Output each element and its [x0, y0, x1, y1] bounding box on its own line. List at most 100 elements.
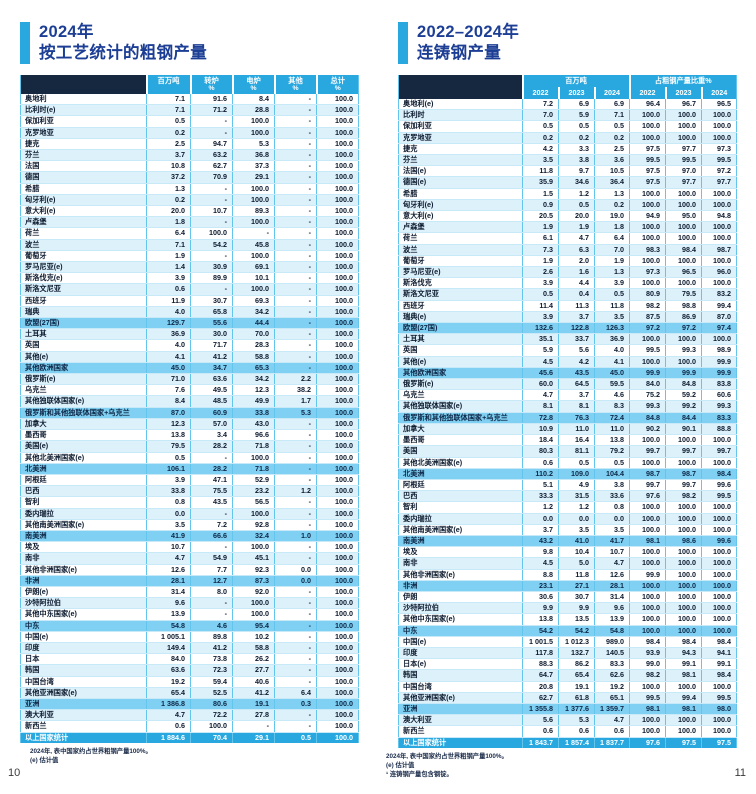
- cell-value: 100.0: [665, 277, 702, 290]
- cell-value: 100.0: [232, 452, 275, 464]
- cell-value: 63.6: [146, 664, 191, 677]
- section-title-block: 2022–2024年 连铸钢产量: [398, 22, 736, 64]
- cell-value: 98.8: [665, 300, 702, 312]
- cell-value: 106.1: [146, 463, 191, 475]
- cell-value: 100.0: [629, 132, 666, 144]
- cell-value: -: [274, 183, 317, 195]
- cell-value: 2.2: [274, 373, 317, 386]
- cell-value: -: [274, 227, 317, 240]
- cell-value: 100.0: [701, 277, 737, 290]
- table-row: 英国 4.0 71.7 28.3-100.0: [20, 339, 359, 352]
- cell-value: -: [274, 160, 317, 173]
- row-label: 阿根廷: [398, 479, 523, 492]
- cell-value: 3.5: [594, 524, 630, 536]
- table-row: 中国台湾 20.8 19.1 19.2 100.0 100.0 100.0: [398, 681, 737, 693]
- cell-value: 4.7: [522, 389, 559, 402]
- row-label: 英国: [398, 344, 523, 357]
- cell-value: 100.0: [316, 418, 359, 431]
- row-label: 克罗地亚: [398, 132, 523, 144]
- cell-value: 100.0: [701, 546, 737, 559]
- cell-value: 52.5: [190, 687, 233, 699]
- cell-value: 10.7: [146, 541, 191, 554]
- region-row: 中东 54.8 4.6 95.4-100.0: [20, 620, 359, 632]
- table-row: 其他(e) 4.1 41.2 58.8-100.0: [20, 351, 359, 363]
- cell-value: 100.0: [316, 698, 359, 711]
- cell-value: 4.6: [190, 620, 233, 632]
- cell-value: 33.8: [232, 407, 275, 419]
- cell-value: -: [274, 642, 317, 655]
- cell-value: 3.4: [190, 429, 233, 442]
- cell-value: 97.0: [665, 165, 702, 178]
- table-row: 委内瑞拉 0.0-100.0-100.0: [20, 508, 359, 520]
- cell-value: 100.0: [665, 524, 702, 536]
- cell-value: 100.0: [665, 188, 702, 200]
- cell-value: 23.2: [232, 485, 275, 498]
- footnote-line: ¹ 连铸钢产量包含钢锭。: [386, 770, 453, 778]
- cell-value: 43.2: [522, 535, 559, 548]
- cell-value: 97.5: [629, 143, 666, 156]
- cell-value: 7.1: [146, 239, 191, 251]
- cell-value: 87.0: [146, 407, 191, 419]
- cell-value: 45.0: [594, 367, 630, 380]
- cell-value: 10.2: [232, 631, 275, 643]
- cell-value: 10.5: [594, 165, 630, 178]
- page-title: 2024年 按工艺统计的粗钢产量: [39, 22, 207, 64]
- table-row: 阿根廷 3.9 47.1 52.9-100.0: [20, 474, 359, 487]
- cell-value: 100.0: [316, 508, 359, 520]
- cell-value: 100.0: [316, 608, 359, 621]
- cell-value: 45.6: [522, 367, 559, 380]
- cell-value: 54.8: [146, 620, 191, 632]
- cell-value: -: [274, 418, 317, 431]
- cell-value: 2.5: [594, 143, 630, 156]
- cell-value: 100.0: [665, 613, 702, 626]
- cell-value: 80.6: [190, 698, 233, 711]
- row-label: 其他南美洲国家(e): [398, 524, 523, 536]
- cell-value: 100.0: [701, 457, 737, 469]
- row-label: 印度: [20, 642, 147, 655]
- cell-value: 59.2: [665, 389, 702, 402]
- cell-value: 100.0: [665, 232, 702, 245]
- cell-value: 3.3: [558, 143, 595, 156]
- cell-value: 43.5: [558, 367, 595, 380]
- cell-value: 60.6: [701, 389, 737, 402]
- cell-value: 12.6: [594, 569, 630, 581]
- row-label: 南美洲: [20, 530, 147, 543]
- cell-value: 28.8: [232, 104, 275, 117]
- cell-value: 100.0: [701, 625, 737, 637]
- cell-value: 72.8: [522, 412, 559, 424]
- table-row: 意大利(e) 20.5 20.0 19.0 94.9 95.0 94.8: [398, 210, 737, 223]
- cell-value: 1.2: [558, 188, 595, 200]
- table-row: 克罗地亚 0.2 0.2 0.2 100.0 100.0 100.0: [398, 132, 737, 144]
- cell-value: -: [274, 608, 317, 621]
- cell-value: -: [274, 720, 317, 733]
- cell-value: 97.4: [701, 322, 737, 335]
- cell-value: 94.3: [665, 647, 702, 660]
- cell-value: -: [274, 94, 317, 106]
- cell-value: 109.0: [558, 468, 595, 480]
- cell-value: 23.1: [522, 580, 559, 592]
- year-header: 2022: [521, 87, 559, 99]
- row-label: 中国台湾: [20, 676, 147, 688]
- cell-value: 100.0: [665, 546, 702, 559]
- cell-value: 1.9: [522, 221, 559, 234]
- row-label: 澳大利亚: [398, 714, 523, 727]
- cell-value: 100.0: [316, 586, 359, 599]
- row-label: 新西兰: [20, 720, 147, 733]
- cell-value: 0.5: [594, 288, 630, 301]
- cell-value: 19.0: [594, 210, 630, 223]
- cell-value: 97.6: [629, 490, 666, 503]
- region-row: 北美洲 110.2 109.0 104.4 98.7 98.7 98.4: [398, 468, 737, 480]
- cell-value: 6.9: [594, 99, 630, 111]
- cell-value: 66.6: [190, 530, 233, 543]
- cell-value: 72.3: [190, 664, 233, 677]
- cell-value: 5.3: [274, 407, 317, 419]
- table-row: 捷克 4.2 3.3 2.5 97.5 97.7 97.3: [398, 143, 737, 156]
- cell-value: 100.0: [701, 513, 737, 525]
- cell-value: 9.6: [594, 602, 630, 615]
- cell-value: 34.6: [558, 176, 595, 189]
- table-row: 土耳其 35.1 33.7 36.9 100.0 100.0 100.0: [398, 333, 737, 346]
- cell-value: 70.4: [190, 732, 233, 743]
- cell-value: 100.0: [316, 94, 359, 106]
- cell-value: 100.0: [316, 115, 359, 128]
- cell-value: -: [274, 653, 317, 666]
